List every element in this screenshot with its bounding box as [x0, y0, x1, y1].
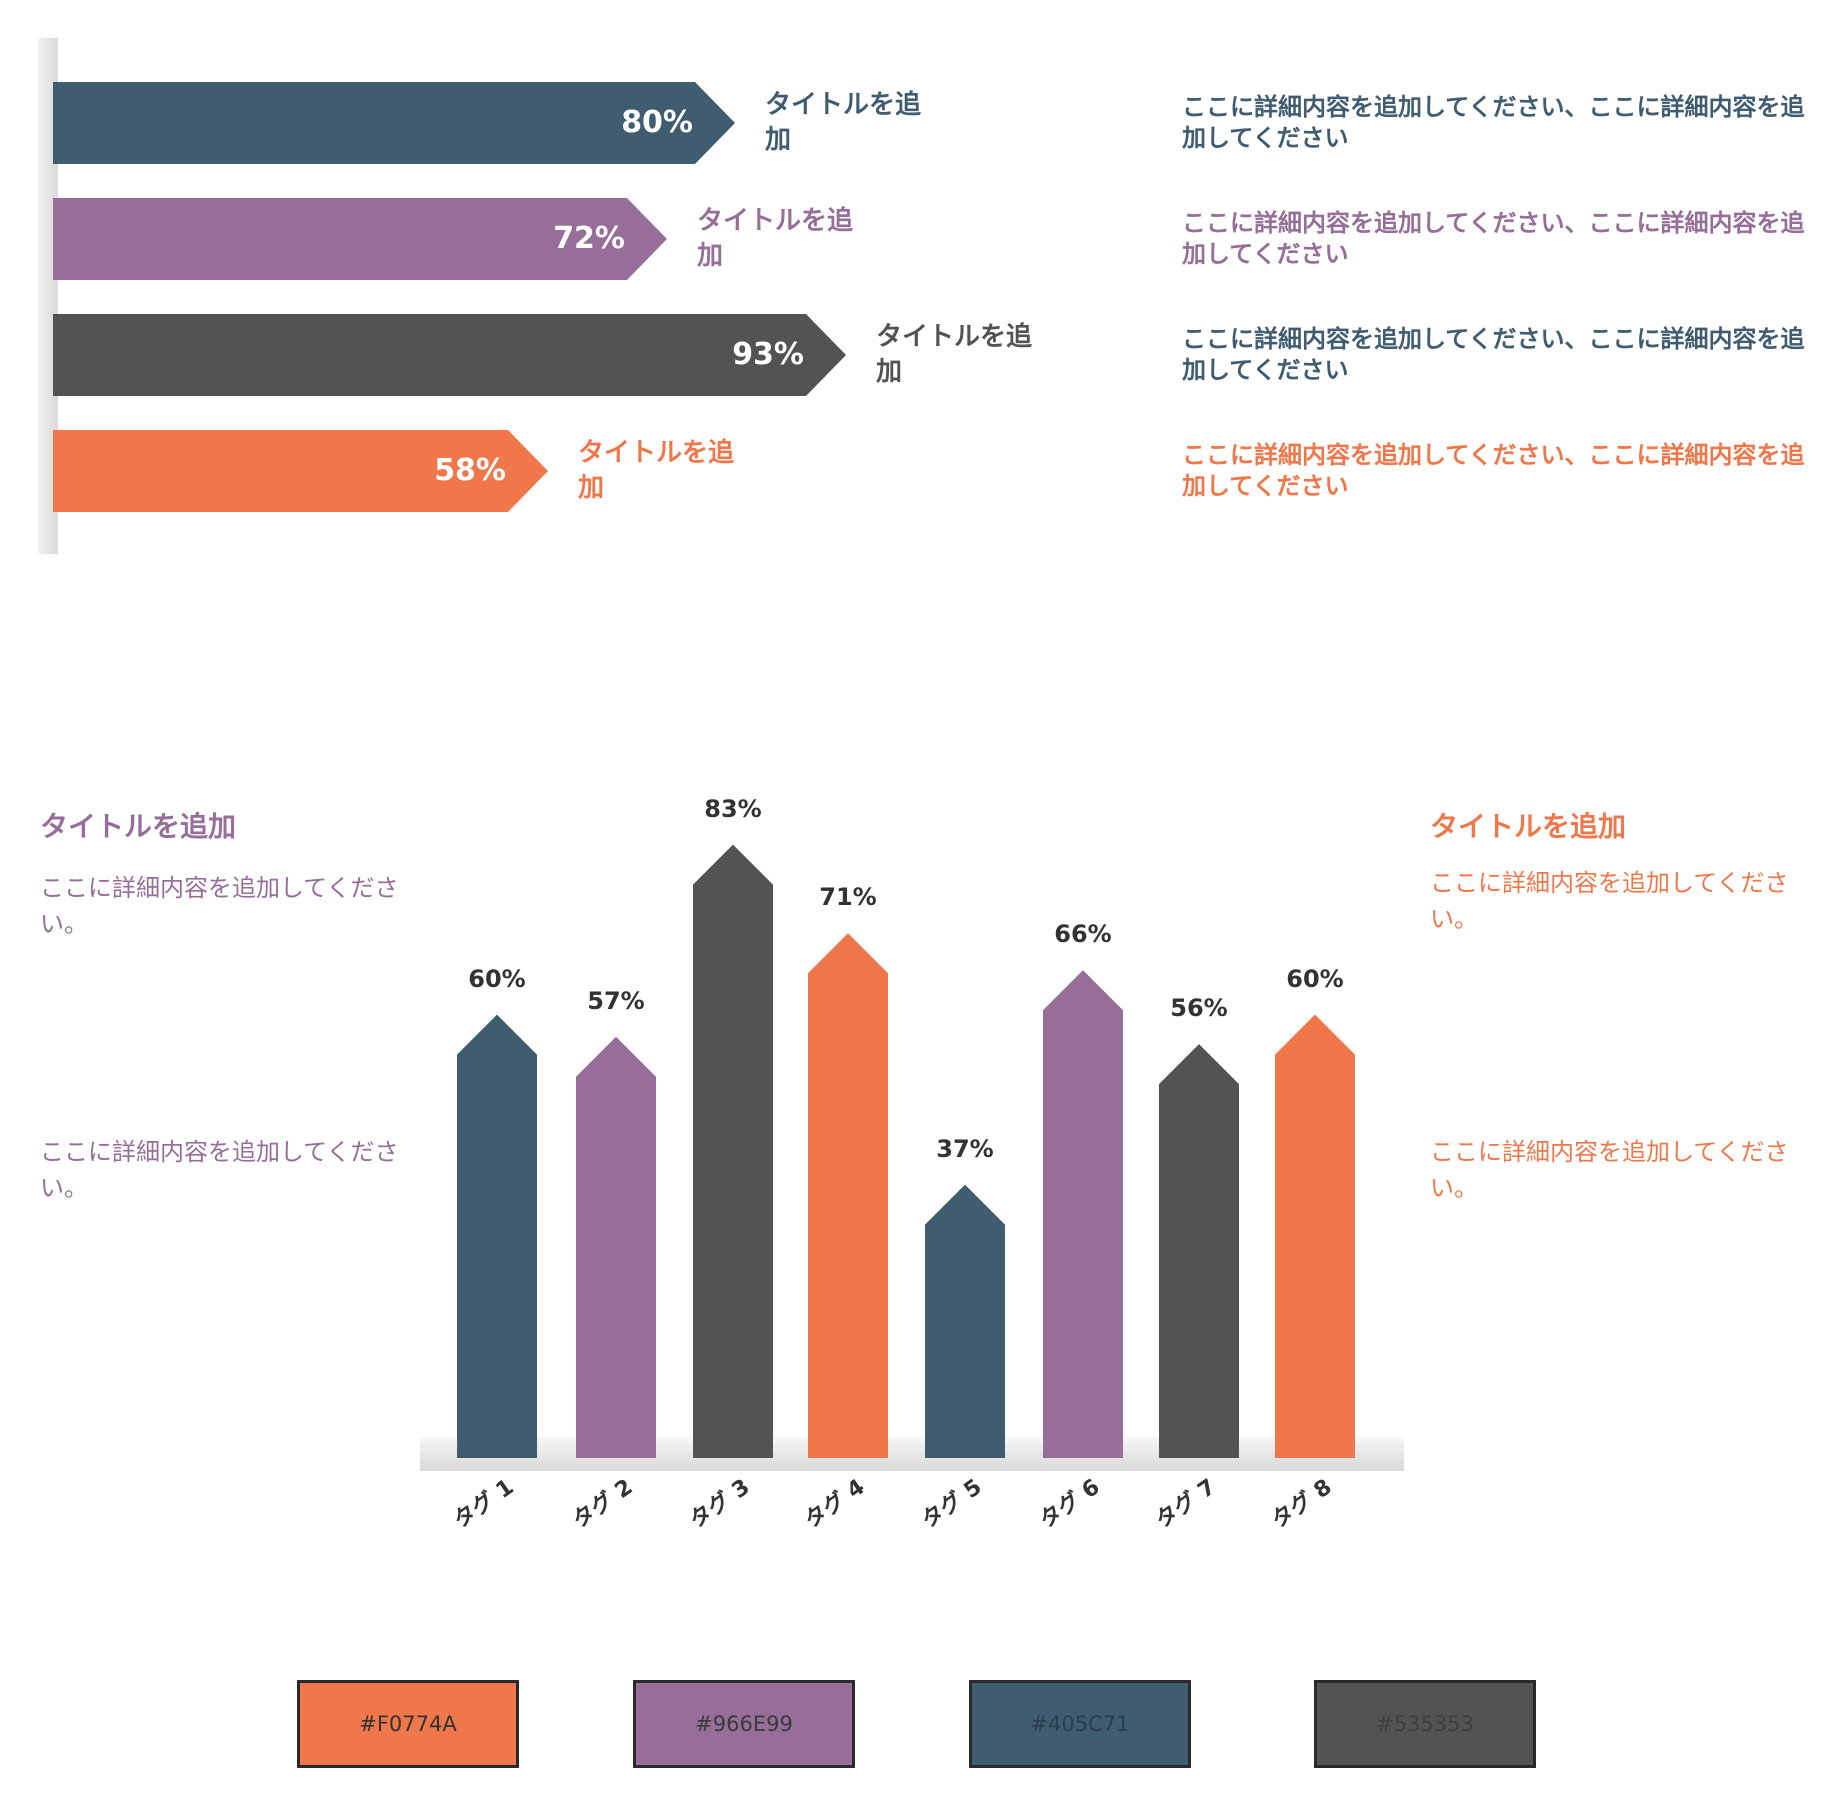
column-chart-svg	[457, 844, 1355, 1458]
swatch-gray-label: #535353	[1376, 1712, 1474, 1736]
column-value-label-1: 60%	[468, 964, 526, 993]
left-panel-title: タイトルを追加	[40, 810, 237, 843]
right-panel-text-2: ここに詳細内容を追加してください。	[1430, 1138, 1789, 1202]
column-bar-8	[1275, 1014, 1355, 1458]
swatch-purple: #966E99	[633, 1680, 855, 1768]
hbar-title-2: タイトルを追加	[697, 206, 854, 271]
hbar-description-3: ここに詳細内容を追加してください、ここに詳細内容を追加してください	[1182, 325, 1805, 384]
bar-axis-shadow	[38, 38, 58, 554]
column-value-label-6: 66%	[1054, 920, 1112, 949]
hbar-value-label: 72%	[553, 221, 625, 256]
column-value-label-5: 37%	[936, 1134, 994, 1163]
swatch-orange-label: #F0774A	[359, 1712, 457, 1736]
hbar-description-1: ここに詳細内容を追加してください、ここに詳細内容を追加してください	[1182, 93, 1805, 152]
column-bar-2	[576, 1036, 656, 1458]
column-value-label-2: 57%	[587, 986, 645, 1015]
left-panel-text-2: ここに詳細内容を追加してください。	[40, 1138, 399, 1202]
right-panel-text-1: ここに詳細内容を追加してください。	[1430, 869, 1789, 933]
column-value-label-7: 56%	[1170, 994, 1228, 1023]
column-bar-7	[1159, 1044, 1239, 1458]
column-bar-1	[457, 1014, 537, 1458]
hbar-title-1: タイトルを追加	[765, 90, 922, 155]
left-panel-text-1: ここに詳細内容を追加してください。	[40, 874, 399, 938]
hbar-2: 72%	[53, 198, 667, 280]
right-panel-title: タイトルを追加	[1430, 810, 1627, 843]
hbar-value-label: 58%	[434, 453, 506, 488]
column-chart: 60% タグ 1 57% タグ 2 83% タグ 3 71% タグ 4 37% タグ 5 66% タグ…	[420, 794, 1404, 1533]
swatch-purple-label: #966E99	[695, 1712, 793, 1736]
hbar-value-label: 93%	[732, 337, 804, 372]
hbar-3: 93%	[53, 314, 846, 396]
hbar-4: 58%	[53, 430, 548, 512]
column-value-label-3: 83%	[704, 794, 762, 823]
hbar-value-label: 80%	[621, 105, 693, 140]
swatch-gray: #535353	[1314, 1680, 1536, 1768]
swatch-navy: #405C71	[969, 1680, 1191, 1768]
horizontal-bar-chart: 80% タイトルを追加 ここに詳細内容を追加してください、ここに詳細内容を追加してく…	[0, 0, 1846, 560]
hbar-title-4: タイトルを追加	[578, 438, 735, 503]
column-bar-5	[925, 1184, 1005, 1458]
hbar-title-3: タイトルを追加	[876, 322, 1033, 387]
column-value-label-4: 71%	[819, 883, 877, 912]
column-bar-6	[1043, 970, 1123, 1458]
swatch-orange: #F0774A	[297, 1680, 519, 1768]
column-value-label-8: 60%	[1286, 964, 1344, 993]
column-bar-3	[693, 844, 773, 1458]
hbar-1: 80%	[53, 82, 735, 164]
hbar-description-2: ここに詳細内容を追加してください、ここに詳細内容を追加してください	[1182, 209, 1805, 268]
swatch-navy-label: #405C71	[1030, 1712, 1130, 1736]
hbar-description-4: ここに詳細内容を追加してください、ここに詳細内容を追加してください	[1182, 441, 1805, 500]
column-bar-4	[808, 933, 888, 1458]
